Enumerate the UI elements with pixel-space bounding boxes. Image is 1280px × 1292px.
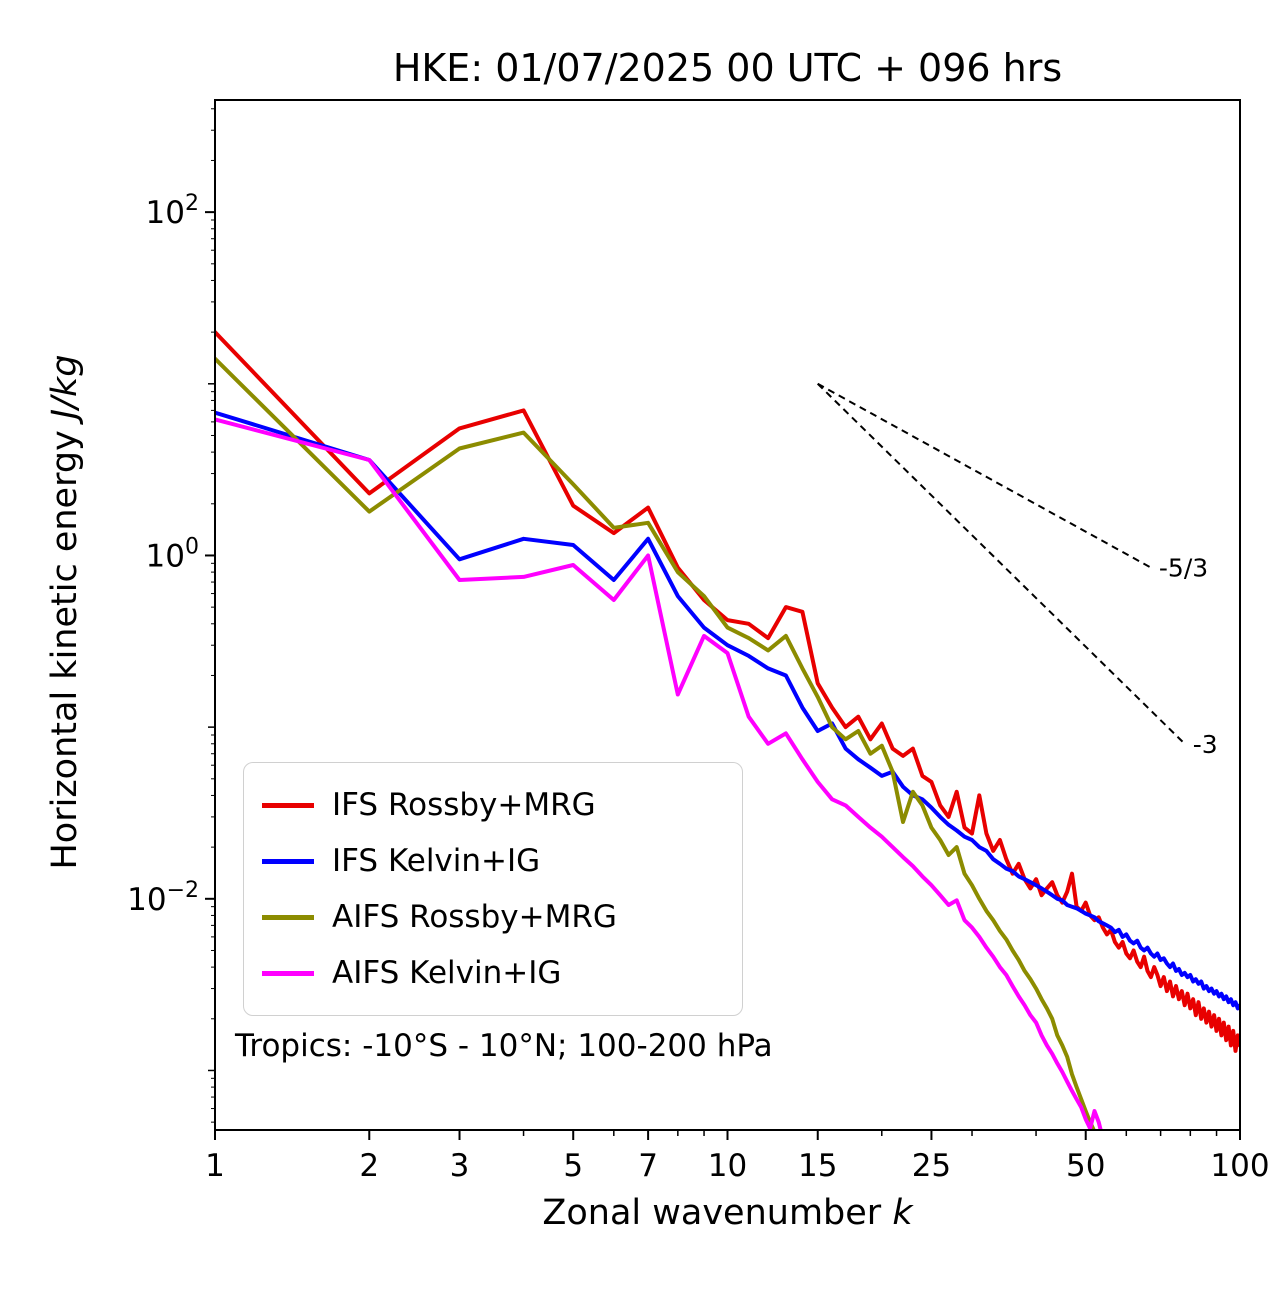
legend-label: AIFS Rossby+MRG bbox=[332, 899, 617, 935]
reference-line-2 bbox=[816, 383, 1186, 745]
svg-text:2: 2 bbox=[359, 1148, 379, 1184]
svg-text:100: 100 bbox=[146, 534, 199, 574]
region-annotation: Tropics: -10°S - 10°N; 100-200 hPa bbox=[235, 1028, 773, 1064]
svg-text:10: 10 bbox=[708, 1148, 747, 1184]
legend-item-1: IFS Rossby+MRG bbox=[262, 777, 724, 833]
svg-text:102: 102 bbox=[146, 191, 199, 231]
y-axis-ticks: 102 100 10−2 bbox=[127, 108, 215, 1123]
legend: IFS Rossby+MRG IFS Kelvin+IG AIFS Rossby+M… bbox=[243, 762, 743, 1016]
x-axis-label-text: Zonal wavenumber bbox=[542, 1193, 882, 1233]
y-axis-label-text: Horizontal kinetic energy bbox=[45, 430, 85, 870]
legend-line-swatch bbox=[262, 858, 314, 864]
svg-text:100: 100 bbox=[1210, 1148, 1269, 1184]
chart-title: HKE: 01/07/2025 00 UTC + 096 hrs bbox=[392, 46, 1063, 90]
y-axis-label-units: J/kg bbox=[45, 354, 85, 420]
x-axis-label-var: k bbox=[892, 1193, 913, 1233]
legend-item-4: AIFS Kelvin+IG bbox=[262, 945, 724, 1001]
x-axis-label: Zonal wavenumber k bbox=[215, 1193, 1240, 1233]
svg-text:1: 1 bbox=[205, 1148, 225, 1184]
y-axis-label: Horizontal kinetic energy J/kg bbox=[45, 97, 91, 1127]
series-line-4 bbox=[215, 417, 1103, 1130]
svg-text:50: 50 bbox=[1066, 1148, 1105, 1184]
legend-item-2: IFS Kelvin+IG bbox=[262, 833, 724, 889]
svg-text:5: 5 bbox=[563, 1148, 583, 1184]
svg-text:3: 3 bbox=[450, 1148, 470, 1184]
svg-text:25: 25 bbox=[912, 1148, 951, 1184]
series-lines bbox=[215, 330, 1240, 1130]
legend-label: AIFS Kelvin+IG bbox=[332, 955, 562, 991]
legend-label: IFS Rossby+MRG bbox=[332, 787, 596, 823]
legend-line-swatch bbox=[262, 802, 314, 808]
series-line-3 bbox=[215, 356, 1096, 1130]
legend-line-swatch bbox=[262, 970, 314, 976]
reference-line-1 bbox=[817, 382, 1152, 569]
reference-line-label-2: -3 bbox=[1193, 730, 1218, 759]
legend-line-swatch bbox=[262, 914, 314, 920]
series-line-1 bbox=[215, 330, 1240, 1053]
reference-line-label-1: -5/3 bbox=[1159, 554, 1208, 583]
svg-text:15: 15 bbox=[798, 1148, 837, 1184]
svg-text:7: 7 bbox=[638, 1148, 658, 1184]
series-line-2 bbox=[215, 410, 1240, 1011]
legend-item-3: AIFS Rossby+MRG bbox=[262, 889, 724, 945]
svg-text:10−2: 10−2 bbox=[127, 878, 199, 918]
x-axis-ticks: 1 2 3 5 7 10 15 25 50 100 bbox=[205, 1130, 1270, 1184]
legend-label: IFS Kelvin+IG bbox=[332, 843, 541, 879]
